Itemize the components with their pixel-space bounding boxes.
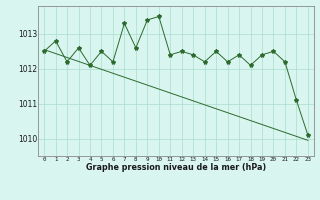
X-axis label: Graphe pression niveau de la mer (hPa): Graphe pression niveau de la mer (hPa) [86,163,266,172]
